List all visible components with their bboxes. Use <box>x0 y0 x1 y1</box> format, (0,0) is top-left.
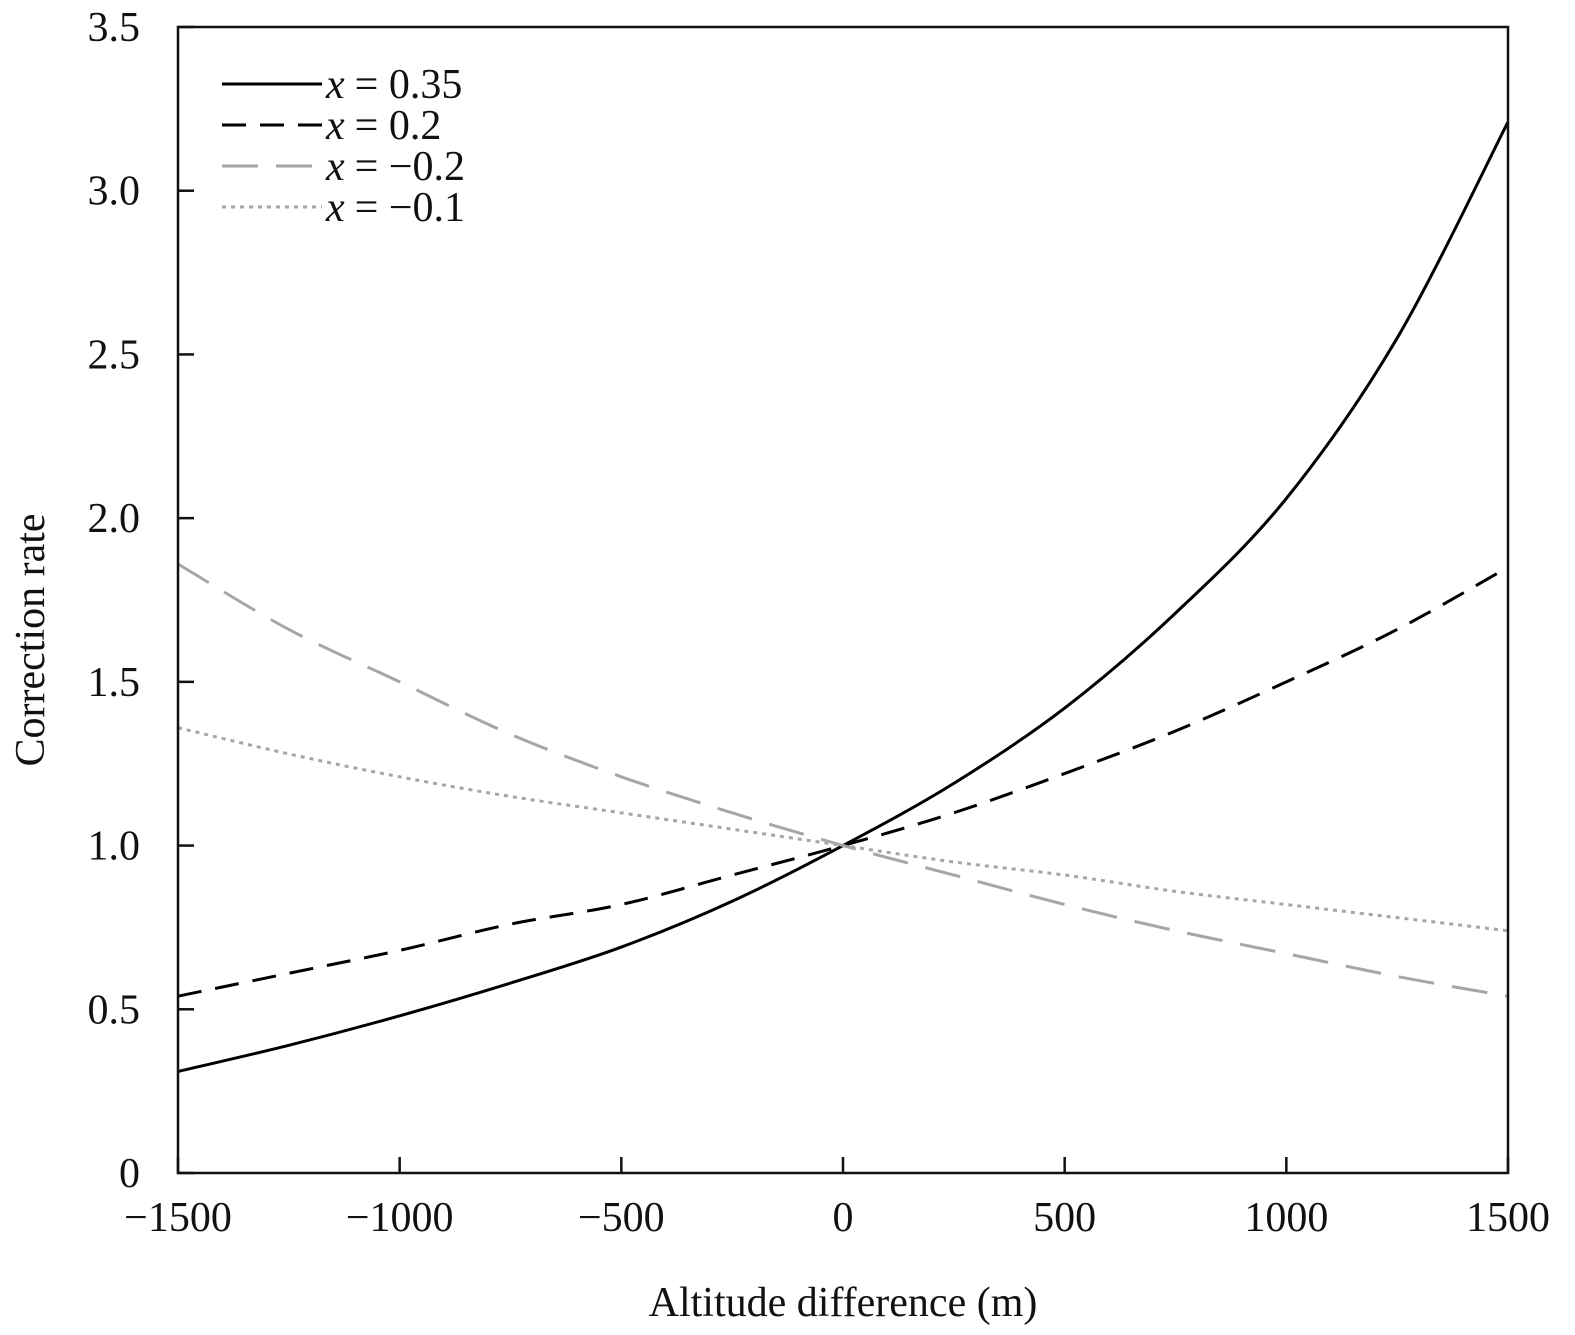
series-line-0 <box>177 121 1510 1073</box>
legend-variable: x <box>325 62 345 108</box>
series-line-3 <box>177 726 1509 933</box>
y-tick-label: 0 <box>119 1151 140 1197</box>
legend-variable: x <box>325 185 345 231</box>
legend-value: = 0.35 <box>355 62 463 108</box>
series-line-1 <box>177 565 1509 998</box>
x-tick-label: 500 <box>1033 1195 1096 1241</box>
y-axis-title: Correction rate <box>8 513 54 766</box>
series-line-2 <box>177 562 1509 998</box>
x-tick-label: −1000 <box>346 1195 454 1241</box>
legend-label-3: x = −0.1 <box>325 185 465 231</box>
x-axis-title: Altitude difference (m) <box>649 1280 1038 1326</box>
ticks-layer: −1500 −1000 −500 0 500 1000 1500 0 0.5 1.0 1.5 2.0 2… <box>88 5 1551 1241</box>
y-tick-label: 0.5 <box>88 987 141 1033</box>
y-tick-label: 2.0 <box>88 496 141 542</box>
legend-variable: x <box>325 144 345 190</box>
series-layer <box>177 121 1510 1073</box>
x-tick-label: 1000 <box>1244 1195 1328 1241</box>
y-tick-label: 3.5 <box>88 5 141 51</box>
plot-frame <box>176 25 1510 1175</box>
x-tick-label: 0 <box>833 1195 854 1241</box>
legend-label-0: x = 0.35 <box>325 62 462 108</box>
y-tick-label: 1.0 <box>88 824 141 870</box>
y-tick-label: 2.5 <box>88 332 141 378</box>
y-tick-label: 1.5 <box>88 660 141 706</box>
legend-variable: x <box>325 103 345 149</box>
x-tick-label: −1500 <box>124 1195 232 1241</box>
y-tick-label: 3.0 <box>88 169 141 215</box>
x-tick-label: −500 <box>578 1195 665 1241</box>
x-tick-label: 1500 <box>1466 1195 1550 1241</box>
legend-label-1: x = 0.2 <box>325 103 441 149</box>
legend-label-2: x = −0.2 <box>325 144 465 190</box>
legend-value: = −0.1 <box>355 185 465 231</box>
legend-value: = −0.2 <box>355 144 465 190</box>
legend: x = 0.35x = 0.2x = −0.2x = −0.1 <box>222 62 465 231</box>
legend-value: = 0.2 <box>355 103 442 149</box>
